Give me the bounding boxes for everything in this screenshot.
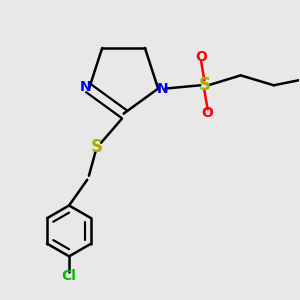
Text: Cl: Cl	[62, 269, 76, 283]
Text: O: O	[195, 50, 207, 64]
Text: S: S	[91, 138, 103, 156]
Text: N: N	[80, 80, 92, 94]
Text: N: N	[156, 82, 168, 96]
Text: O: O	[202, 106, 214, 120]
Text: S: S	[198, 76, 210, 94]
